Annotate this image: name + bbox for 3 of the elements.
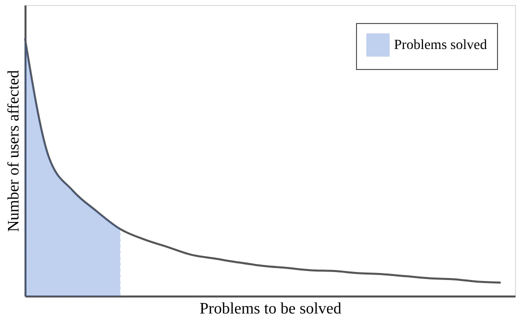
x-axis-title: Problems to be solved (200, 300, 342, 318)
y-axis-title: Number of users affected (6, 70, 22, 232)
legend-label: Problems solved (394, 38, 487, 53)
